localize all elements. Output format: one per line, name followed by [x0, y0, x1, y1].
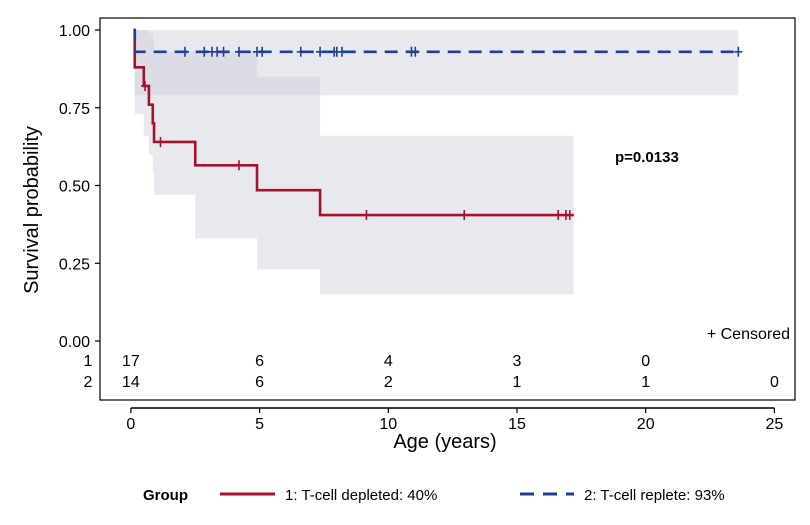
x-tick-label: 0	[126, 416, 135, 433]
axes: 0.000.250.500.751.000 5 10 15 20 25	[59, 23, 784, 433]
risk-count: 1	[513, 374, 522, 391]
censor-mark-group-2	[337, 46, 346, 57]
censor-mark-group-2	[411, 46, 420, 57]
legend: Group 1: T-cell depleted: 40% 2: T-cell …	[143, 487, 725, 504]
legend-title: Group	[143, 487, 188, 504]
risk-count: 17	[122, 353, 140, 370]
censor-mark-group-2	[200, 46, 209, 57]
censor-marks	[141, 46, 743, 221]
censor-mark-group-2	[258, 46, 267, 57]
censor-mark-group-1	[156, 136, 165, 147]
x-tick-label: 20	[637, 416, 655, 433]
censor-mark-group-2	[235, 46, 243, 57]
risk-count: 6	[255, 374, 264, 391]
censor-mark-group-2	[316, 46, 325, 57]
y-tick-label: 0.00	[59, 334, 90, 351]
risk-row-label: 1	[84, 353, 93, 370]
risk-count: 3	[513, 353, 522, 370]
x-tick-label: 5	[255, 416, 264, 433]
ci-band-segment-1	[154, 51, 196, 195]
risk-count: 1	[641, 374, 650, 391]
risk-row-label: 2	[84, 374, 93, 391]
x-tick-label: 15	[508, 416, 526, 433]
legend-label-depleted: 1: T-cell depleted: 40%	[285, 487, 437, 504]
y-tick-label: 0.25	[59, 256, 90, 273]
risk-count: 0	[770, 374, 779, 391]
survival-curve-group-1	[133, 28, 574, 217]
x-axis-label: Age (years)	[393, 431, 496, 453]
y-tick-label: 1.00	[59, 23, 90, 40]
risk-table: 1 17 6 4 3 0 2 14 6 2 1 1 0	[84, 353, 779, 391]
x-tick-label: 25	[766, 416, 784, 433]
ci-band-segment-1	[148, 33, 153, 155]
censor-mark-group-1	[554, 210, 563, 221]
censor-mark-group-1	[565, 210, 574, 221]
risk-count: 6	[255, 353, 264, 370]
censor-mark-group-2	[734, 46, 743, 57]
ci-band-segment-2	[134, 30, 739, 96]
survival-curves	[133, 28, 739, 217]
ci-band-segment-1	[195, 51, 258, 239]
risk-count: 2	[384, 374, 393, 391]
censor-mark-group-1	[460, 210, 469, 221]
censored-note: + Censored	[707, 326, 790, 343]
risk-count: 14	[122, 374, 140, 391]
ci-band-segment-1	[143, 30, 149, 136]
x-tick-label: 10	[379, 416, 397, 433]
censor-mark-group-2	[296, 46, 305, 57]
y-tick-label: 0.75	[59, 101, 90, 118]
y-axis-label: Survival probability	[21, 126, 43, 294]
risk-count: 4	[384, 353, 393, 370]
p-value-annotation: p=0.0133	[615, 149, 679, 166]
legend-label-replete: 2: T-cell replete: 93%	[584, 487, 725, 504]
risk-count: 0	[641, 353, 650, 370]
censor-mark-group-1	[362, 210, 371, 221]
censor-mark-group-2	[180, 46, 189, 57]
confidence-bands	[134, 30, 739, 295]
plot-border	[99, 17, 796, 401]
censor-mark-group-1	[235, 160, 243, 171]
survival-curve-group-2	[133, 28, 739, 54]
censor-mark-group-2	[219, 46, 228, 57]
censor-mark-group-1	[141, 80, 150, 91]
ci-band-segment-1	[134, 30, 144, 114]
ci-band-segment-1	[257, 76, 321, 270]
y-tick-label: 0.50	[59, 179, 90, 196]
